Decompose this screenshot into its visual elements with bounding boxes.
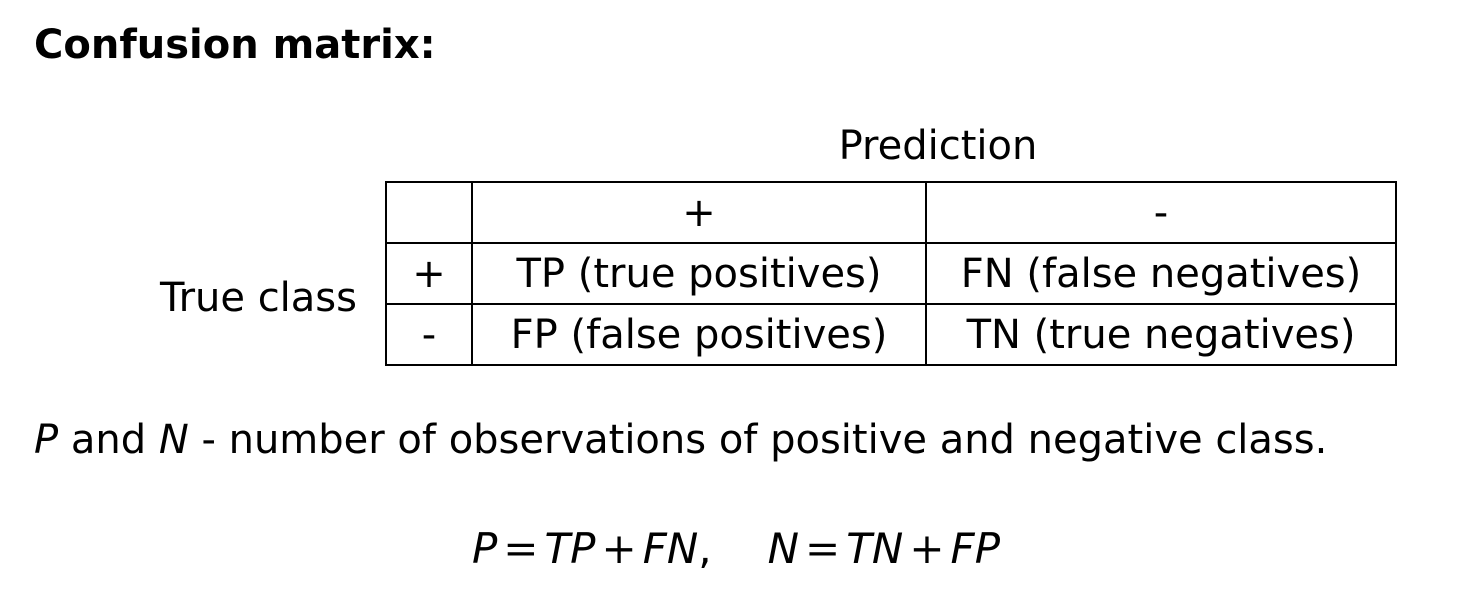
formula-fn: FN bbox=[642, 524, 699, 573]
formula-tn: TN bbox=[846, 524, 904, 573]
column-header-negative: - bbox=[925, 181, 1397, 244]
matrix-header-row: + - bbox=[385, 181, 1397, 244]
desc-rest: - number of observations of positive and… bbox=[188, 417, 1328, 463]
formula-p-lhs: P bbox=[471, 524, 498, 573]
prediction-header: Prediction bbox=[838, 123, 1038, 169]
formula-n-lhs: N bbox=[767, 524, 800, 573]
formula-tp: TP bbox=[544, 524, 596, 573]
formula-equals-1: = bbox=[503, 524, 539, 573]
formula-comma: , bbox=[698, 524, 712, 573]
column-header-positive: + bbox=[471, 181, 927, 244]
matrix-corner-cell bbox=[385, 181, 473, 244]
var-p: P bbox=[34, 417, 59, 463]
row-header-negative: - bbox=[385, 303, 473, 366]
confusion-matrix-table: + - + TP (true positives) FN (false nega… bbox=[385, 181, 1397, 366]
matrix-row-negative: - FP (false positives) TN (true negative… bbox=[385, 303, 1397, 366]
formula-equals-2: = bbox=[805, 524, 841, 573]
description-text: P and N - number of observations of posi… bbox=[34, 414, 1327, 466]
cell-tn: TN (true negatives) bbox=[925, 303, 1397, 366]
formula-plus-2: + bbox=[909, 524, 945, 573]
cell-fp: FP (false positives) bbox=[471, 303, 927, 366]
desc-and: and bbox=[58, 417, 159, 463]
var-n: N bbox=[158, 417, 189, 463]
formula: P = TP + FN, N = TN + FP bbox=[0, 522, 1472, 576]
formula-fp: FP bbox=[950, 524, 1001, 573]
true-class-header: True class bbox=[160, 275, 357, 321]
cell-tp: TP (true positives) bbox=[471, 242, 927, 305]
matrix-row-positive: + TP (true positives) FN (false negative… bbox=[385, 242, 1397, 305]
formula-plus-1: + bbox=[601, 524, 637, 573]
cell-fn: FN (false negatives) bbox=[925, 242, 1397, 305]
row-header-positive: + bbox=[385, 242, 473, 305]
page-title: Confusion matrix: bbox=[34, 22, 436, 68]
